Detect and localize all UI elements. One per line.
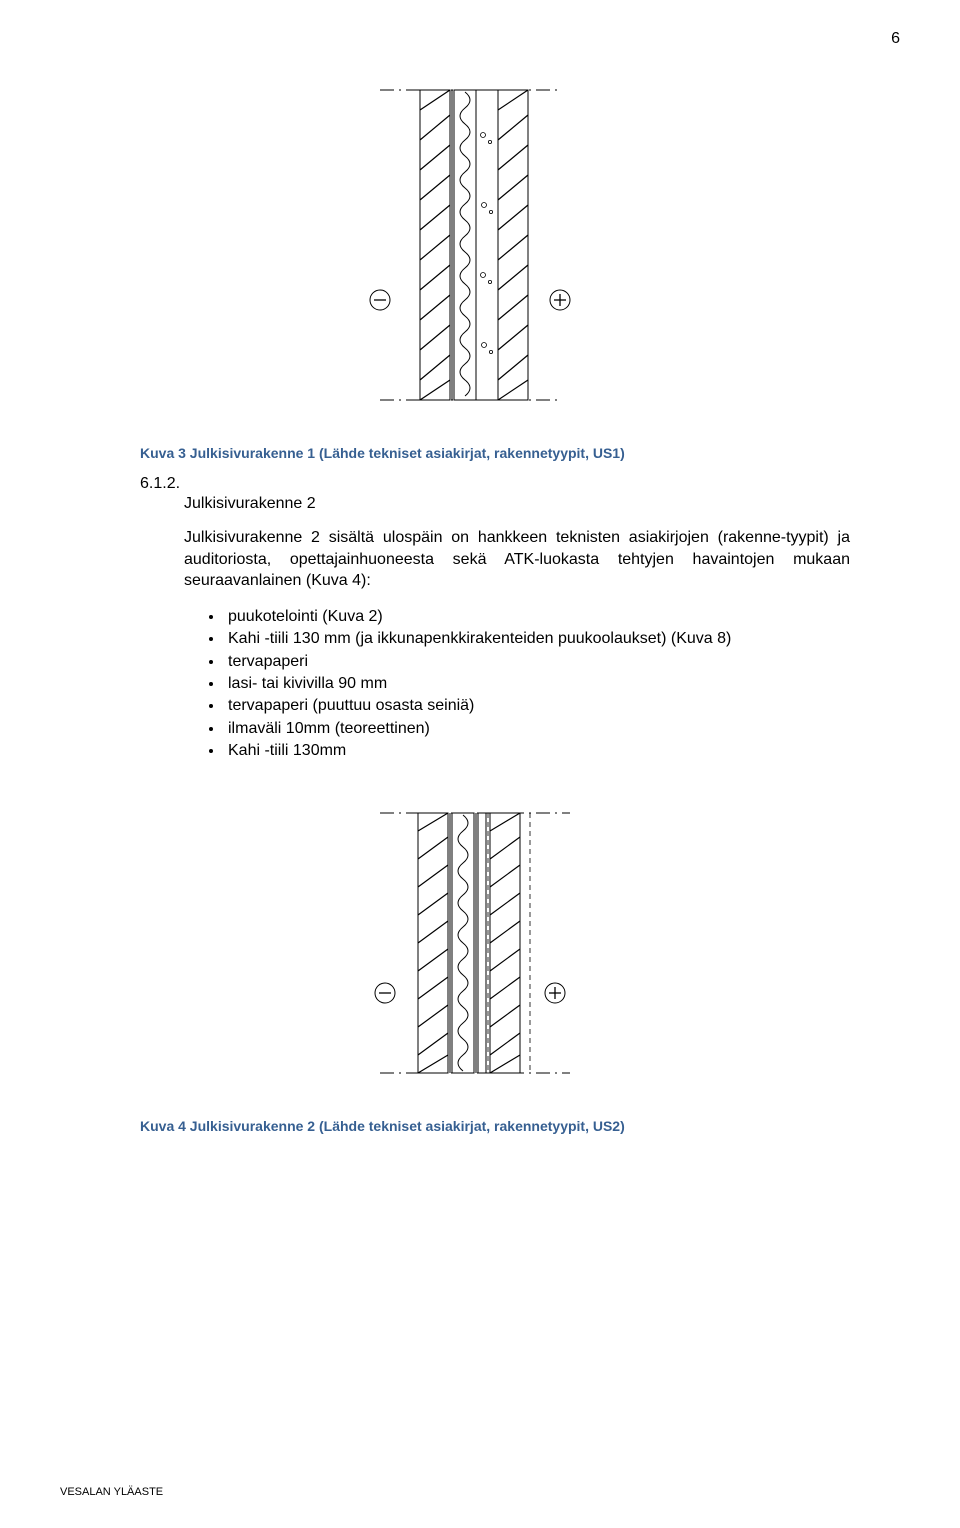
layer-bullet-list: puukotelointi (Kuva 2) Kahi -tiili 130 m… [184, 606, 860, 763]
figure-2-diagram [300, 793, 860, 1098]
list-item: ilmaväli 10mm (teoreettinen) [224, 718, 860, 740]
list-item: puukotelointi (Kuva 2) [224, 606, 860, 628]
figure-1-diagram [300, 70, 860, 425]
list-item: lasi- tai kivivilla 90 mm [224, 673, 860, 695]
section-number: 6.1.2. [140, 475, 860, 493]
list-item: tervapaperi [224, 651, 860, 673]
list-item: Kahi -tiili 130mm [224, 740, 860, 762]
figure-1-caption: Kuva 3 Julkisivurakenne 1 (Lähde teknise… [140, 445, 860, 461]
list-item: tervapaperi (puuttuu osasta seiniä) [224, 695, 860, 717]
page-number: 6 [891, 30, 900, 48]
page: 6 [0, 0, 960, 1528]
section-title: Julkisivurakenne 2 [184, 495, 860, 513]
footer-text: VESALAN YLÄASTE [60, 1486, 163, 1498]
body-paragraph-1: Julkisivurakenne 2 sisältä ulospäin on h… [184, 527, 850, 592]
figure-2-caption: Kuva 4 Julkisivurakenne 2 (Lähde teknise… [140, 1118, 860, 1134]
list-item: Kahi -tiili 130 mm (ja ikkunapenkkiraken… [224, 628, 860, 650]
